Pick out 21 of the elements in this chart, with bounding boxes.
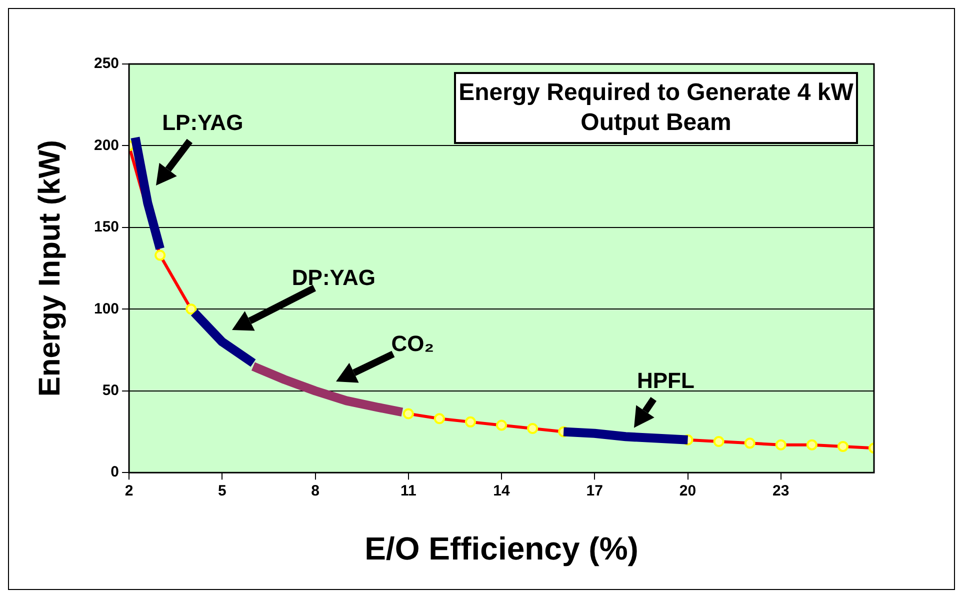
- x-tick-label: 2: [124, 482, 134, 500]
- y-tick-label: 0: [110, 464, 120, 481]
- x-tick-label: 23: [772, 482, 790, 500]
- text: HPFL: [636, 366, 696, 395]
- x-axis-title: E/O Efficiency (%): [364, 530, 638, 567]
- text: DP:YAG: [290, 264, 376, 292]
- y-tick-label: 100: [94, 300, 120, 318]
- y-tick-label: 200: [94, 136, 120, 154]
- x-tick-label: 8: [311, 482, 320, 500]
- x-tick-label: 17: [586, 482, 603, 500]
- series-label: LP:YAG: [161, 109, 244, 138]
- y-tick-label: 50: [102, 382, 120, 400]
- text: CO₂: [390, 330, 436, 358]
- y-tick-label: 150: [94, 218, 120, 236]
- x-tick-label: 14: [493, 482, 511, 500]
- y-axis-title: Energy Input (kW): [33, 140, 66, 397]
- x-tick-label: 20: [679, 482, 696, 500]
- y-tick-label: 250: [94, 55, 120, 72]
- x-tick-label: 5: [218, 482, 226, 500]
- text: Energy Required to Generate 4 kW Output Beam: [454, 72, 858, 144]
- x-tick-label: 11: [400, 482, 416, 500]
